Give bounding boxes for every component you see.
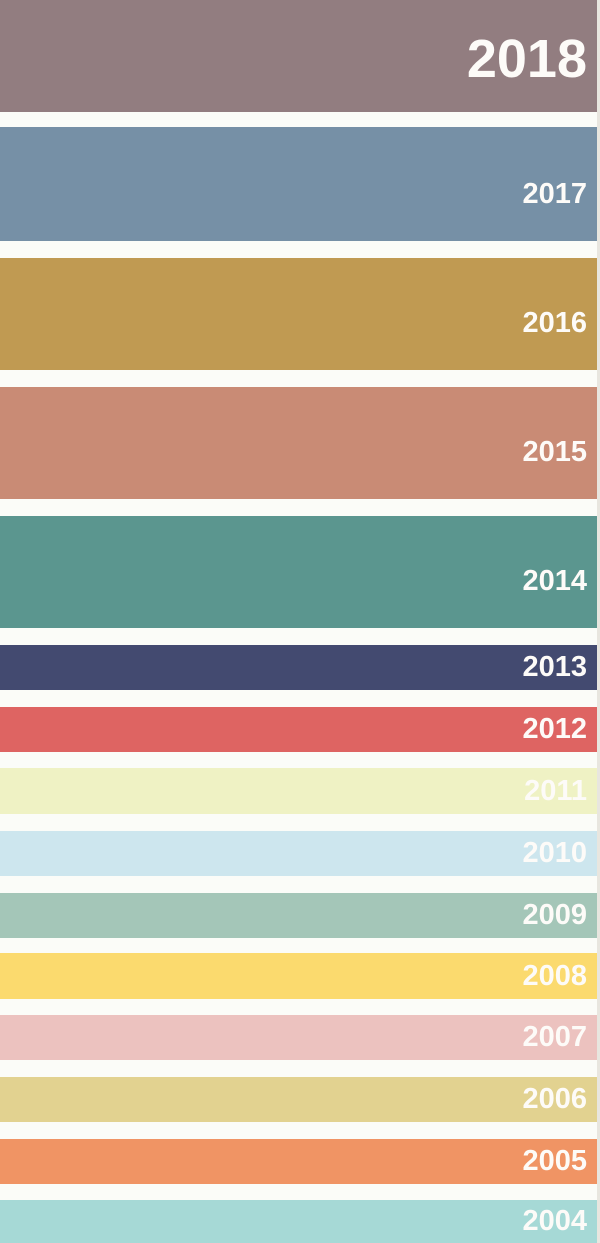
color-band-2018: 2018 <box>0 0 597 112</box>
color-band-2004: 2004 <box>0 1200 597 1243</box>
color-band-2009: 2009 <box>0 893 597 938</box>
right-edge-divider <box>597 0 600 1243</box>
color-band-2006: 2006 <box>0 1077 597 1122</box>
color-band-2012: 2012 <box>0 707 597 752</box>
year-label: 2011 <box>524 774 587 807</box>
year-label: 2009 <box>522 899 587 931</box>
year-label: 2008 <box>522 959 587 992</box>
year-label: 2015 <box>522 436 587 468</box>
year-label: 2010 <box>522 837 587 869</box>
color-band-2014: 2014 <box>0 516 597 628</box>
color-band-2015: 2015 <box>0 387 597 499</box>
color-band-2011: 2011 <box>0 768 597 814</box>
year-label: 2018 <box>466 29 587 89</box>
color-band-2017: 2017 <box>0 127 597 241</box>
color-band-2008: 2008 <box>0 953 597 999</box>
year-label: 2007 <box>522 1021 587 1053</box>
year-label: 2013 <box>522 651 587 683</box>
year-label: 2012 <box>522 713 587 745</box>
color-band-2007: 2007 <box>0 1015 597 1060</box>
year-label: 2005 <box>522 1145 587 1177</box>
year-label: 2004 <box>522 1205 587 1237</box>
year-label: 2006 <box>522 1083 587 1115</box>
color-band-2005: 2005 <box>0 1139 597 1184</box>
color-band-2016: 2016 <box>0 258 597 370</box>
year-label: 2014 <box>522 565 587 597</box>
color-band-2010: 2010 <box>0 831 597 876</box>
color-band-2013: 2013 <box>0 645 597 690</box>
year-label: 2016 <box>522 307 587 339</box>
year-label: 2017 <box>522 178 587 210</box>
